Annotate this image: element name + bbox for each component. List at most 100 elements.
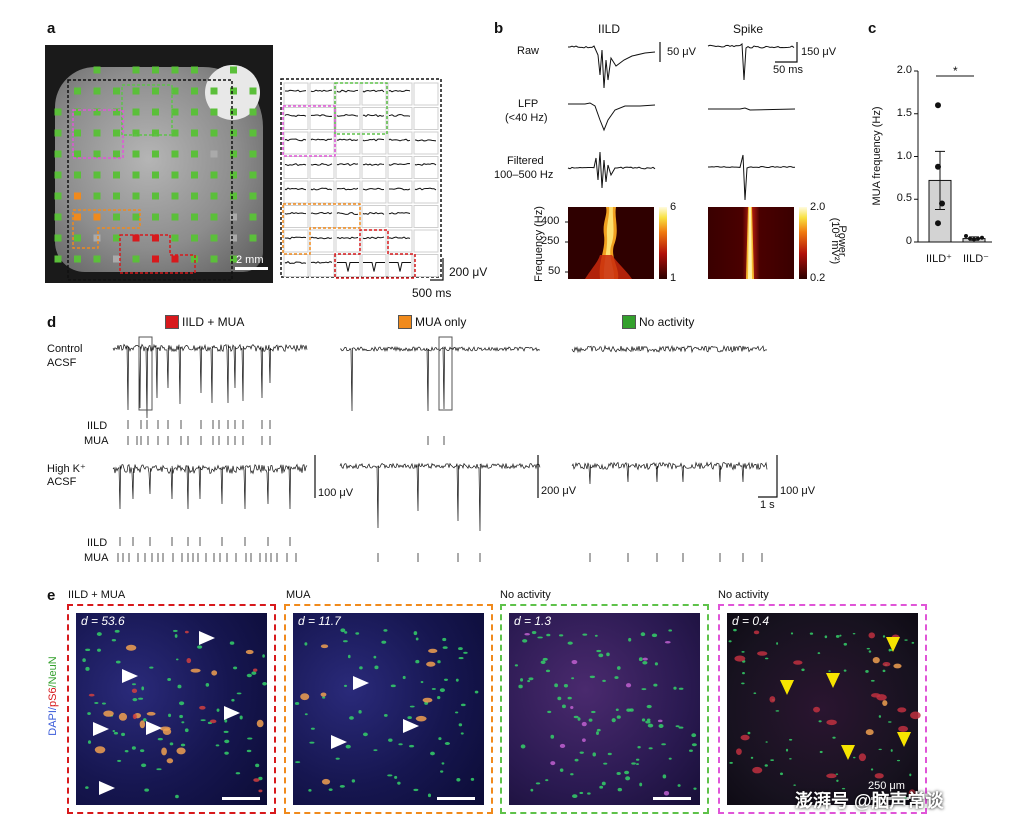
col-iild: IILD [598,22,621,36]
electrode [93,66,101,74]
dvalue-2: d = 11.7 [298,614,341,628]
electrode [54,192,62,200]
electrode [249,87,257,95]
colorbar-iild [659,207,667,279]
scale-150uv: 150 μV [801,46,837,58]
electrode [230,171,237,179]
electrode [171,129,179,137]
arrowhead-yellow [897,732,911,747]
legend-red-label: IILD + MUA [182,315,245,329]
electrode [132,192,140,200]
electrode [54,255,62,263]
electrode [249,234,257,242]
electrode [74,108,81,116]
dvalue-4: d = 0.4 [732,614,770,628]
electrode [191,129,198,137]
electrode [74,129,81,137]
electrode [93,234,101,242]
electrode [191,192,198,200]
electrode [132,255,140,263]
scale-d-t: 1 s [760,499,775,511]
electrode [152,87,159,95]
electrode [93,213,101,221]
data-point [976,236,980,241]
ytick-label: 0 [905,235,912,247]
e-title-1: IILD + MUA [68,589,126,601]
electrode [152,171,159,179]
cb1-max: 6 [670,201,677,213]
electrode [171,66,179,74]
row-raw: Raw [517,45,540,57]
roi-magenta [72,109,124,159]
electrode [191,87,198,95]
panel-label-c: c [868,20,877,37]
electrode [93,192,101,200]
cond-highk-2: ACSF [47,476,77,488]
cb1-min: 1 [670,272,677,284]
panel-label-e: e [47,587,56,604]
electrode [249,192,257,200]
roi-orange [72,209,141,249]
data-point [935,102,941,109]
scale-200uv: 200 μV [449,265,488,279]
electrode [191,66,198,74]
cond-highk-1: High K⁺ [47,463,86,475]
electrode [113,108,120,116]
error-bar [935,150,945,211]
scale-2mm-label: 2 mm [236,254,264,266]
arrowhead-yellow [780,680,794,695]
cat-iild-minus: IILD⁻ [963,253,989,265]
electrode [54,150,62,158]
electrode [93,255,101,263]
row-filt-2: 100–500 Hz [494,169,554,181]
dvalue-3: d = 1.3 [514,614,552,628]
electrode [191,213,198,221]
ytick-label: 1.5 [896,106,912,119]
arrowhead-white [199,631,215,645]
panel-label-d: d [47,314,57,331]
row-iild-2: IILD [87,537,108,549]
arrowhead-white [122,669,138,683]
electrode [210,129,218,137]
electrode [152,234,159,242]
data-point [935,220,941,227]
arrowhead-yellow [826,673,840,688]
arrowhead-white [353,676,369,690]
trace-grid-box [280,78,442,278]
electrode [132,129,140,137]
electrode [132,213,140,221]
electrode [230,192,237,200]
cat-iild-plus: IILD⁺ [926,253,952,265]
electrode [54,213,62,221]
cond-control-2: ACSF [47,357,77,369]
electrode [191,234,198,242]
electrode [249,129,257,137]
dvalue-1: d = 53.6 [81,614,125,628]
e-title-3: No activity [500,589,551,601]
scale-d-1: 100 μV [318,487,354,499]
cond-control-1: Control [47,343,83,355]
legend-swatch-green [622,315,636,329]
electrode [230,66,237,74]
freq-tick-250: 250 [541,235,560,247]
electrode [210,87,218,95]
electrode [74,171,81,179]
electrode [191,255,198,263]
electrode [230,129,237,137]
micrograph-no-activity-1: d = 1.3 [500,604,709,814]
scale-d-2: 200 μV [541,485,577,497]
electrode [74,87,81,95]
electrode [113,234,120,242]
col-spike: Spike [733,22,764,36]
electrode [74,255,81,263]
scale-bar-2mm [235,267,268,270]
electrode [152,129,159,137]
scale-d-3: 100 μV [780,485,816,497]
ytick-label: 1.0 [896,149,912,162]
legend-orange-label: MUA only [415,315,467,329]
electrode [191,108,198,116]
scale-250um: 250 μm [868,780,905,792]
